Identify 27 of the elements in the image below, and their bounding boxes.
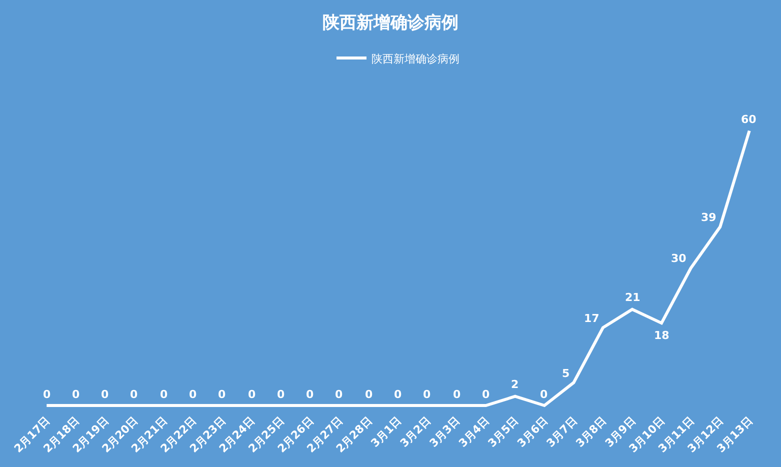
data-label: 0 [101,388,109,401]
data-label: 0 [540,388,548,401]
data-label: 0 [423,388,431,401]
legend-label: 陕西新增确诊病例 [372,52,460,66]
data-label: 2 [511,378,519,391]
data-label: 0 [248,388,256,401]
data-label: 0 [160,388,168,401]
data-label: 0 [130,388,138,401]
chart-title: 陕西新增确诊病例 [322,12,458,33]
data-label: 0 [306,388,314,401]
data-label: 30 [671,252,687,265]
data-label: 0 [482,388,490,401]
data-label: 0 [453,388,461,401]
data-label: 17 [584,312,600,325]
data-label: 0 [43,388,51,401]
data-label: 0 [335,388,343,401]
data-label: 18 [654,329,670,342]
data-label: 60 [741,113,757,126]
data-label: 0 [72,388,80,401]
data-label: 0 [277,388,285,401]
data-label: 5 [562,367,570,380]
data-label: 0 [218,388,226,401]
data-label: 0 [189,388,197,401]
data-label: 21 [625,291,640,304]
data-label: 0 [365,388,373,401]
data-label: 39 [701,211,716,224]
data-label: 0 [394,388,402,401]
